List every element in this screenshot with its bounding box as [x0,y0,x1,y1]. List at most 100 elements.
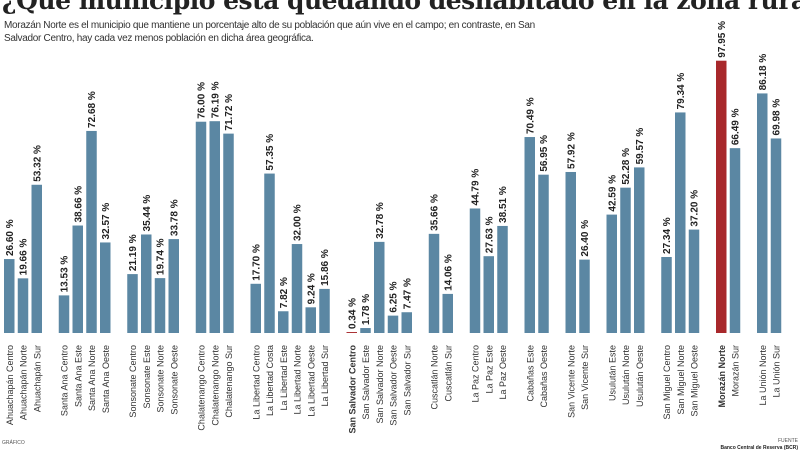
bar [4,259,15,333]
value-label: 27.34 % [662,217,673,254]
category-label: Santa Ana Norte [87,345,97,411]
bar [688,229,700,333]
bar [401,312,412,333]
category-label: Morazán Sur [731,345,741,397]
value-label: 66.49 % [731,108,742,145]
bar [387,315,399,333]
value-label: 7.47 % [402,278,413,309]
category-label: San Salvador Este [361,345,371,420]
bar [620,187,631,333]
value-label: 13.53 % [60,256,71,293]
bar [661,256,672,333]
value-label: 52.28 % [621,148,632,185]
bar [483,256,494,333]
value-label: 79.34 % [676,73,687,110]
value-label: 38.66 % [73,186,84,223]
value-label: 35.44 % [142,195,153,232]
footer-source: Banco Central de Reserva (BCR) [720,445,798,451]
value-label: 69.98 % [772,99,783,136]
bar [442,293,453,333]
bar [17,278,29,333]
category-label: La Libertad Costa [265,345,275,416]
category-label: Cuscatlán Norte [430,345,440,410]
category-label: Cuscatlán Sur [443,345,453,402]
value-label: 15.86 % [320,249,331,286]
subtitle: Morazán Norte es el municipio que mantie… [4,20,535,44]
value-label: 57.35 % [265,134,276,171]
category-label: La Libertad Centro [251,345,261,420]
category-label: Cabañas Oeste [539,345,549,408]
value-label: 97.95 % [717,21,728,58]
value-label: 6.25 % [389,281,400,312]
category-label: San Miguel Centro [662,345,672,420]
bar [250,283,261,333]
bar [428,233,440,333]
bar [716,60,727,333]
bar [579,259,590,333]
category-label: Cabañas Este [525,345,535,402]
bar [524,137,535,333]
value-label: 86.18 % [758,54,769,91]
bar [58,295,70,333]
category-label: La Libertad Norte [293,345,303,415]
bar [729,148,741,333]
value-label: 76.00 % [197,82,208,119]
category-label: Morazán Norte [717,345,727,408]
bar [291,244,303,333]
bar [374,241,385,333]
value-label: 32.78 % [375,202,386,239]
value-label: 32.57 % [101,203,112,240]
value-label: 37.20 % [690,190,701,227]
category-label: Sonsonate Norte [156,345,166,413]
bar [675,112,686,333]
value-label: 72.68 % [87,91,98,128]
bar [634,167,645,333]
value-label: 0.34 % [347,298,358,329]
bar [168,239,179,333]
value-label: 27.63 % [484,216,495,253]
value-label: 19.66 % [19,239,30,276]
value-label: 76.19 % [210,81,221,118]
category-label: Chalatenango Sur [224,345,234,418]
category-label: Santa Ana Oeste [101,345,111,413]
category-label: Ahuachapán Sur [32,345,42,412]
category-label: La Libertad Este [279,345,289,411]
value-label: 70.49 % [525,97,536,134]
value-label: 53.32 % [32,145,43,182]
category-label: La Unión Norte [758,345,768,406]
category-label: Sonsonate Centro [128,345,138,418]
bar [757,93,768,333]
bar [305,307,316,333]
value-label: 57.92 % [566,132,577,169]
bar [72,225,83,333]
category-label: Usulután Norte [621,345,631,405]
value-label: 26.40 % [580,220,591,257]
page-title: ¿Qué municipio está quedando deshabitado… [2,0,800,15]
category-label: Chalatenango Centro [197,345,207,431]
category-label: Usulután Este [607,345,617,401]
bar [346,332,357,333]
category-label: San Salvador Sur [402,345,412,416]
value-label: 1.78 % [361,294,372,325]
category-label: San Vicente Sur [580,345,590,410]
category-label: Santa Ana Este [73,345,83,407]
category-label: La Libertad Sur [320,345,330,407]
bar [141,234,152,333]
value-label: 42.59 % [607,175,618,212]
value-label: 33.78 % [169,199,180,236]
bar [100,242,111,333]
category-label: San Miguel Norte [676,345,686,415]
value-label: 35.66 % [430,194,441,231]
bar [127,274,138,333]
category-label: La Unión Sur [772,345,782,398]
category-label: La Paz Centro [471,345,481,403]
category-label: Ahuachapán Centro [5,345,15,425]
value-label: 17.70 % [251,244,262,281]
bar [264,173,275,333]
footer-source-label: FUENTE [778,438,798,444]
value-label: 21.19 % [128,234,139,271]
category-label: Chalatenango Norte [210,345,220,426]
value-label: 56.95 % [539,135,550,172]
bar [469,208,481,333]
value-label: 38.51 % [498,186,509,223]
